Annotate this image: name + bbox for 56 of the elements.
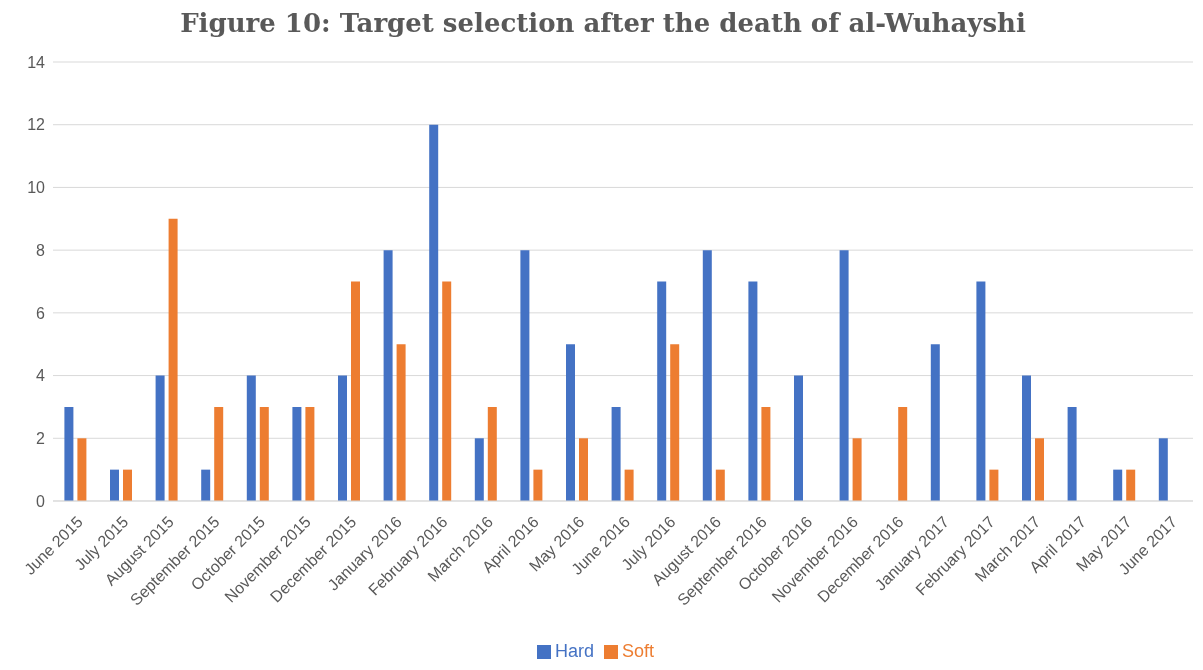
bar (624, 469, 634, 501)
bar (1158, 438, 1168, 501)
bar (839, 250, 849, 501)
bar (1022, 375, 1031, 501)
y-tick-label: 4 (36, 367, 46, 385)
bar (110, 469, 119, 501)
bar (898, 406, 908, 501)
bar (155, 375, 165, 501)
bar (259, 406, 269, 501)
bar (976, 281, 986, 501)
bar (852, 438, 862, 501)
bar (1067, 406, 1077, 501)
bar (794, 375, 803, 501)
bar (383, 250, 393, 501)
chart-title: Figure 10: Target selection after the death of al-Wuhayshi (179, 8, 1027, 40)
bar (989, 469, 999, 501)
bar (351, 281, 360, 501)
bar (1113, 469, 1123, 501)
bar (201, 469, 211, 501)
bar (474, 438, 484, 501)
y-tick-label: 2 (36, 429, 46, 447)
bar (579, 438, 588, 501)
bar (761, 406, 771, 501)
y-tick-label: 10 (27, 179, 46, 197)
bar (1126, 469, 1136, 501)
bar (429, 124, 439, 501)
bar (338, 375, 347, 501)
bar (396, 344, 406, 501)
y-tick-label: 12 (27, 116, 46, 134)
bar (487, 406, 497, 501)
bar (442, 281, 452, 501)
bar (64, 406, 74, 501)
bar (305, 406, 315, 501)
y-tick-label: 8 (36, 241, 46, 259)
bar (1035, 438, 1044, 501)
bar (123, 469, 132, 501)
bar (77, 438, 87, 501)
bar (702, 250, 712, 501)
bar (533, 469, 543, 501)
legend-label: Soft (621, 641, 655, 661)
bar (715, 469, 725, 501)
y-tick-label: 6 (36, 304, 46, 322)
bar (657, 281, 667, 501)
bar (520, 250, 530, 501)
bar (214, 406, 224, 501)
y-tick-label: 14 (27, 53, 46, 71)
bar (670, 344, 680, 501)
bar (566, 344, 575, 501)
y-tick-label: 0 (36, 492, 46, 510)
bar (611, 406, 621, 501)
legend-label: Hard (554, 641, 594, 661)
bar (246, 375, 256, 501)
bar (748, 281, 758, 501)
bar (930, 344, 940, 501)
bar (168, 218, 178, 501)
bar (292, 406, 302, 501)
